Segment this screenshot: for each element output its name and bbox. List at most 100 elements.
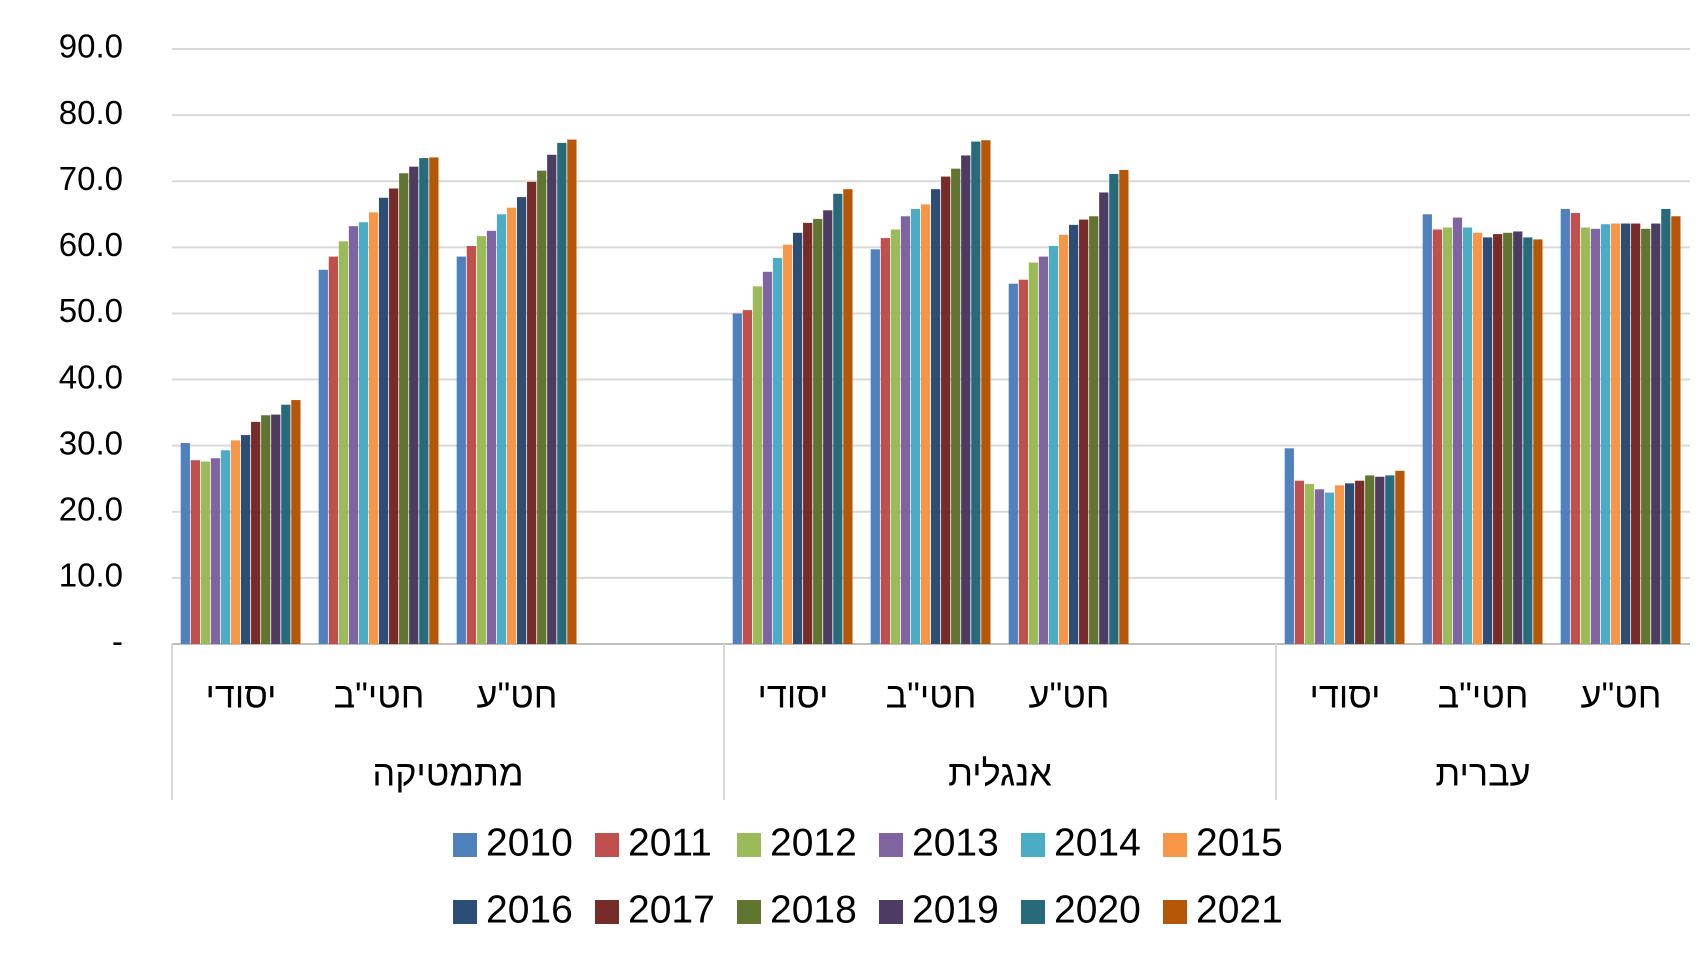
bar [210,458,221,644]
bar [476,236,487,644]
bar [281,404,291,644]
legend-swatch [879,833,903,857]
bar [1028,262,1039,644]
bar [456,256,466,644]
bar [527,181,537,644]
group-label: מתמטיקה [372,753,523,794]
bar [318,269,328,644]
bar [368,212,379,645]
bar [1560,208,1570,644]
bar [1493,234,1503,644]
x-tick-label: יסודי [1310,675,1381,716]
bar [1089,216,1099,644]
bar [547,154,557,644]
legend-swatch [1021,900,1045,924]
bar [1375,476,1385,644]
bar [358,222,369,644]
legend-swatch [595,900,619,924]
bar [1621,223,1631,645]
bar [1661,208,1671,644]
bar [1018,279,1028,644]
legend-label: 2012 [770,821,857,864]
x-tick-label: חטי"ב [334,675,425,716]
bar [1533,239,1543,644]
bar [843,189,853,644]
x-tick-label: חטי"ב [1438,675,1529,716]
bar [1641,228,1651,645]
bar [1523,237,1533,644]
bar [1472,232,1483,645]
bar [1580,227,1591,644]
bar [328,256,338,644]
legend-swatch [879,900,903,924]
bar [348,226,359,644]
bar [880,238,890,645]
bar [1442,227,1453,644]
legend-label: 2010 [486,821,573,864]
bar [241,435,251,644]
bar [517,197,527,645]
legend-swatch [737,900,761,924]
legend-label: 2018 [770,888,857,931]
bar [1600,224,1611,644]
x-tick-label: יסודי [758,675,829,716]
bar [1651,223,1661,645]
bar [486,230,497,645]
y-tick-label: - [112,623,123,660]
bar [1432,229,1442,644]
bar [409,166,419,644]
bar [1314,489,1325,644]
legend-label: 2019 [912,888,999,931]
bar [220,450,231,644]
bar [389,188,399,644]
legend-swatch [453,900,477,924]
legend-label: 2011 [628,821,712,864]
bar [951,168,961,644]
bar [1590,228,1601,645]
legend-label: 2015 [1196,821,1283,864]
bar [1452,217,1463,645]
bar [466,246,476,644]
bar [1345,483,1355,644]
bar [813,218,823,644]
bar [1385,475,1395,644]
bar [180,443,190,644]
bar [870,249,880,645]
legend-label: 2016 [486,888,573,931]
bar [941,176,951,644]
group-label: עברית [1435,753,1530,794]
group-label: אנגלית [948,753,1052,794]
bar [1570,212,1580,644]
bar [1048,246,1059,644]
bar [803,222,813,644]
bar [1355,480,1365,644]
bar [1324,492,1335,644]
bar [1109,173,1119,644]
bar [910,208,921,644]
bar [506,207,517,644]
bar [1462,227,1473,644]
bar [971,141,981,645]
bar [1395,470,1405,644]
bar [1294,480,1304,644]
bar [1099,192,1109,644]
bar [338,241,349,644]
bar [1008,283,1018,644]
y-tick-label: 20.0 [59,490,123,527]
bar [1038,256,1049,644]
bar [271,414,281,644]
bar [291,400,301,644]
x-tick-label: יסודי [206,675,277,716]
bar [1422,214,1432,644]
y-tick-label: 10.0 [59,557,123,594]
legend-label: 2013 [912,821,999,864]
x-tick-label: חט"ע [1581,675,1662,716]
bar [1284,448,1294,644]
bar [429,157,439,644]
bar [1058,234,1069,644]
bar [782,244,793,644]
bar [890,229,901,644]
bar [1079,219,1089,645]
y-tick-label: 90.0 [59,28,123,65]
